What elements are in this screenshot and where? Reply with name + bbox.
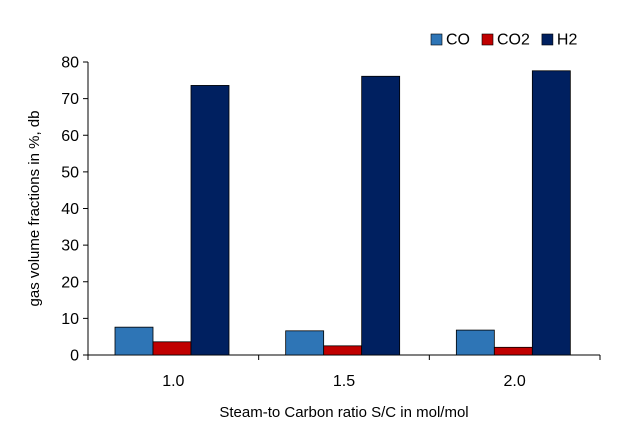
y-tick-label: 70 xyxy=(61,91,79,108)
y-axis-label: gas volume fractions in %, db xyxy=(26,111,43,307)
y-tick-label: 80 xyxy=(61,55,79,72)
legend-swatch-co2 xyxy=(481,33,494,46)
legend: CO CO2 H2 xyxy=(430,32,578,49)
x-axis-ticks: 1.0 1.5 2.0 xyxy=(87,355,601,390)
bars xyxy=(114,70,571,356)
bar-co2-2-0 xyxy=(493,346,533,356)
bar-co2-1-0 xyxy=(152,341,192,356)
legend-label-co: CO xyxy=(446,32,470,49)
bar-h2-2-0 xyxy=(531,70,571,356)
legend-label-co2: CO2 xyxy=(497,32,530,49)
y-tick-label: 60 xyxy=(61,128,79,145)
x-tick-label: 1.0 xyxy=(162,373,184,390)
bar-h2-1-5 xyxy=(361,75,401,356)
x-axis-label: Steam-to Carbon ratio S/C in mol/mol xyxy=(219,404,468,421)
bar-h2-1-0 xyxy=(190,85,230,356)
y-tick-label: 40 xyxy=(61,201,79,218)
y-tick-label: 30 xyxy=(61,238,79,255)
bar-co2-1-5 xyxy=(323,345,363,356)
bar-co-1-5 xyxy=(285,330,325,356)
bar-co-1-0 xyxy=(114,326,154,356)
bar-co-2-0 xyxy=(455,329,495,356)
legend-label-h2: H2 xyxy=(557,32,578,49)
x-tick-label: 1.5 xyxy=(333,373,355,390)
legend-swatch-h2 xyxy=(541,33,554,46)
y-tick-label: 50 xyxy=(61,164,79,181)
y-tick-label: 20 xyxy=(61,274,79,291)
y-axis-ticks: 0 10 20 30 40 50 60 70 80 xyxy=(61,55,88,365)
plot-area: 0 10 20 30 40 50 60 70 80 1.0 1.5 2.0 xyxy=(61,55,601,390)
legend-swatch-co xyxy=(430,33,443,46)
x-tick-label: 2.0 xyxy=(504,373,526,390)
y-tick-label: 0 xyxy=(70,348,79,365)
y-tick-label: 10 xyxy=(61,311,79,328)
